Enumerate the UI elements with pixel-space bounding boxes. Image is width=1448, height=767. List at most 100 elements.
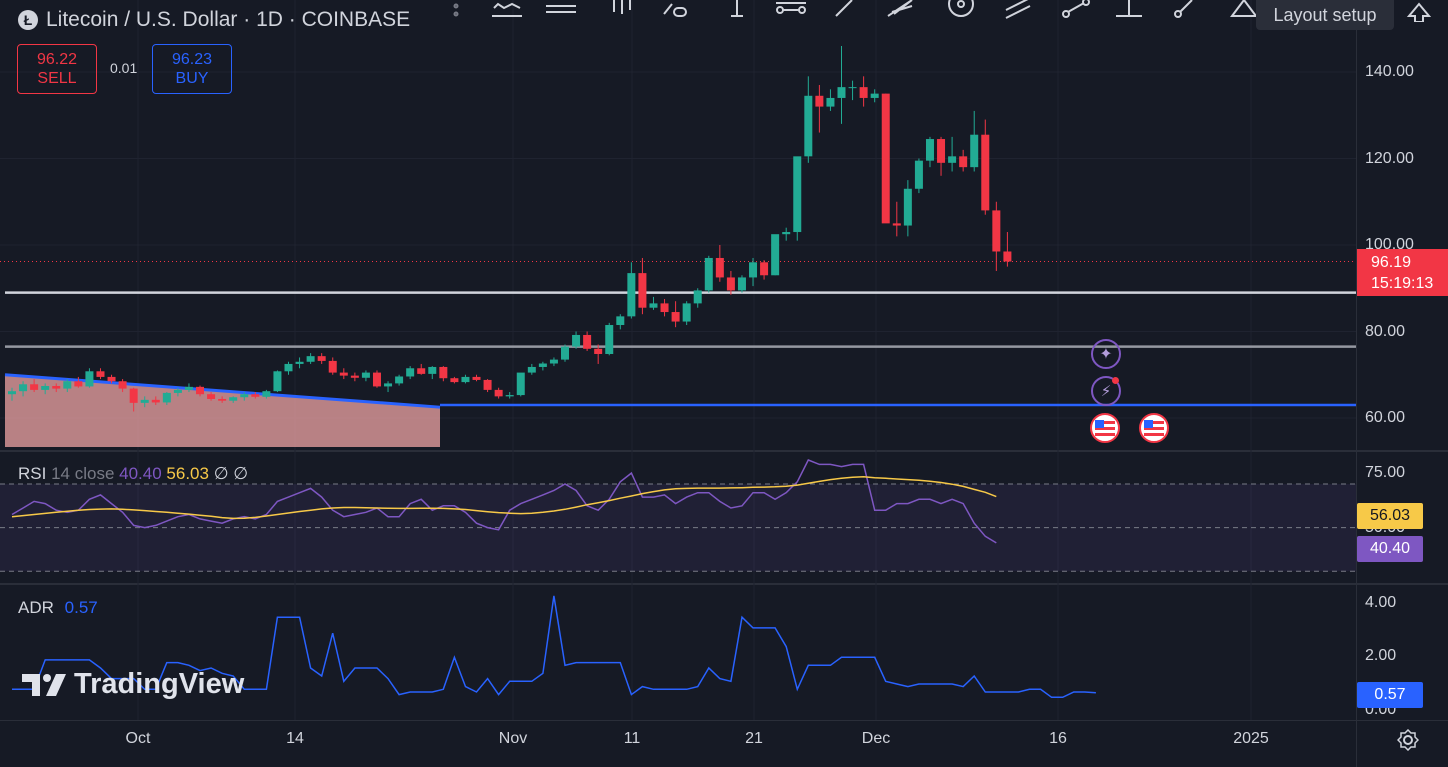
candle-body [970, 134, 979, 168]
buy-button[interactable]: 96.23 BUY [152, 44, 232, 94]
candle-body [660, 303, 669, 313]
candle-body [561, 346, 569, 360]
tradingview-logo-text: TradingView [74, 668, 245, 700]
candle-body [262, 391, 271, 397]
us-flag-event-icon[interactable] [1090, 413, 1120, 443]
candle-body [439, 366, 448, 379]
litecoin-icon: Ł [18, 10, 38, 30]
candle-body [295, 361, 304, 364]
candle-body [826, 97, 835, 107]
layout-setup-button[interactable]: Layout setup [1256, 0, 1394, 30]
pane-separator [0, 720, 1448, 721]
vertical-line-icon[interactable] [720, 0, 754, 24]
candle-body [638, 273, 647, 308]
triangle-fill [5, 374, 440, 447]
triangle-icon[interactable] [1228, 0, 1262, 24]
candle-body [85, 371, 94, 387]
candle-body [251, 394, 260, 397]
path-icon[interactable] [660, 0, 694, 24]
sell-button[interactable]: 96.22 SELL [17, 44, 97, 94]
candle-body [494, 389, 503, 397]
pitchfork-icon[interactable] [884, 0, 918, 24]
candle-body [129, 388, 138, 403]
adr-value: 0.57 [64, 598, 98, 617]
candle-body [516, 372, 525, 396]
candle-body [925, 139, 934, 161]
line-icon[interactable] [1060, 0, 1094, 24]
us-flag-icon [1095, 420, 1115, 436]
symbol-title[interactable]: Ł Litecoin / U.S. Dollar · 1D · COINBASE [18, 8, 410, 32]
candle-body [372, 372, 381, 387]
adr-pane [12, 595, 1096, 699]
candle-body [704, 257, 713, 291]
candle-body [627, 273, 636, 317]
candle-body [892, 223, 901, 226]
adr-name: ADR [18, 598, 54, 617]
candle-body [671, 312, 680, 322]
candle-body [693, 290, 702, 304]
time-axis-label: Dec [861, 730, 891, 747]
gear-icon[interactable] [1397, 729, 1419, 751]
price-axis-label: 100.00 [1365, 236, 1414, 253]
candle-body [749, 262, 758, 278]
candle-body [594, 348, 603, 354]
bar-countdown: 15:19:13 [1371, 275, 1434, 292]
lightning-event-icon[interactable]: ⚡ [1091, 376, 1121, 406]
candle-body [317, 356, 326, 361]
candle-body [815, 95, 824, 107]
last-price-marker: 96.19 15:19:13 [1357, 249, 1448, 296]
candle-body [406, 368, 415, 377]
rsi-pane [0, 459, 1356, 572]
pane-separator [0, 450, 1448, 452]
candle-body [350, 375, 359, 378]
candle-body [184, 386, 193, 390]
candle-body [572, 334, 581, 347]
candle-body [361, 372, 370, 378]
rsi-legend[interactable]: RSI 14 close 40.40 56.03 ∅ ∅ [18, 464, 248, 484]
time-axis-label: 14 [286, 730, 304, 747]
rsi-extra: ∅ ∅ [213, 464, 249, 483]
horizontal-levels [0, 260, 1356, 407]
ruler-icon[interactable] [606, 0, 640, 24]
candle-body [981, 134, 990, 211]
us-flag-event-icon[interactable] [1139, 413, 1169, 443]
price-axis-label: 80.00 [1365, 323, 1406, 340]
candle-body [19, 384, 28, 392]
circle-target-icon[interactable] [944, 0, 978, 24]
parallel-channel-icon[interactable] [1002, 0, 1036, 24]
last-price-value: 96.19 [1371, 254, 1412, 271]
lines-icon[interactable] [490, 0, 524, 24]
notification-dot [1112, 377, 1119, 384]
candle-body [937, 139, 946, 163]
candle-body [173, 389, 182, 393]
adr-axis-label: 4.00 [1365, 594, 1397, 611]
sparkle-event-icon[interactable]: ✦ [1091, 339, 1121, 369]
candle-body [472, 376, 481, 380]
adr-value-tag: 0.57 [1357, 682, 1423, 708]
arrow-up-icon[interactable] [1404, 0, 1434, 22]
rsi-value-tag: 40.40 [1357, 536, 1423, 562]
candle-body [41, 385, 50, 390]
candle-body [804, 95, 813, 157]
rsi-axis-label: 75.00 [1365, 464, 1406, 481]
candle-body [395, 376, 404, 384]
rsi-ma-line [11, 476, 997, 520]
trend-segment-icon[interactable] [774, 0, 808, 24]
candles-icon[interactable] [544, 0, 578, 24]
adr-legend[interactable]: ADR 0.57 [18, 598, 98, 618]
symbol-title-text: Litecoin / U.S. Dollar · 1D · COINBASE [46, 8, 411, 31]
candle-body [793, 156, 802, 233]
triangle-drawing [4, 373, 441, 447]
price-axis-label: 140.00 [1365, 63, 1414, 80]
trendline-icon[interactable] [1170, 0, 1204, 24]
candle-body [196, 386, 205, 395]
candle-body [771, 234, 780, 276]
pane-separator [0, 583, 1448, 585]
candle-body [870, 93, 879, 98]
baseline-icon[interactable] [1112, 0, 1146, 24]
candle-body [384, 383, 393, 387]
candle-body [96, 371, 105, 377]
ray-icon[interactable] [828, 0, 862, 24]
pattern-icon[interactable] [450, 0, 484, 24]
